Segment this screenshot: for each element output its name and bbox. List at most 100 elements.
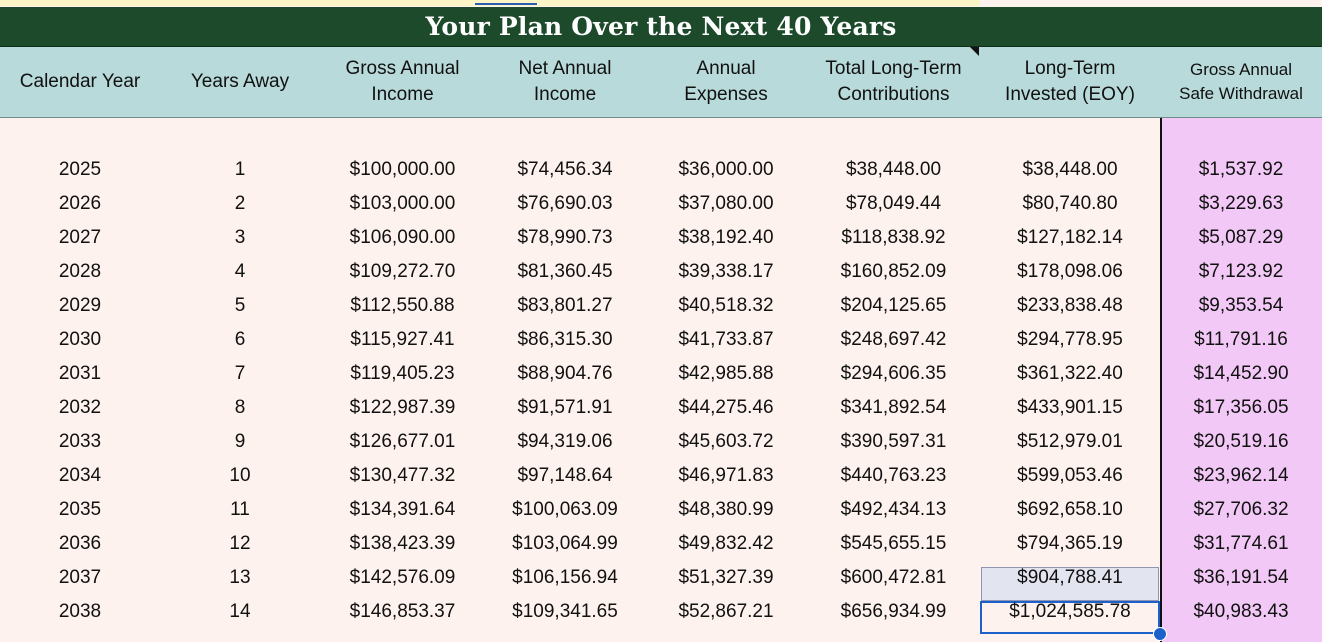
cell-total-contributions[interactable]: $600,472.81 bbox=[840, 567, 947, 588]
cell-long-term-invested[interactable]: $178,098.06 bbox=[1017, 261, 1123, 282]
cell-total-contributions[interactable]: $78,049.44 bbox=[845, 193, 942, 214]
cell-safe-withdrawal[interactable]: $5,087.29 bbox=[1198, 227, 1284, 248]
cell-safe-withdrawal[interactable]: $36,191.54 bbox=[1193, 567, 1289, 588]
cell-gross-annual-income[interactable]: $130,477.32 bbox=[349, 465, 456, 486]
cell-years-away[interactable]: 3 bbox=[234, 227, 246, 248]
cell-safe-withdrawal[interactable]: $20,519.16 bbox=[1193, 431, 1289, 452]
cell-long-term-invested[interactable]: $294,778.95 bbox=[1017, 329, 1123, 350]
cell-long-term-invested[interactable]: $127,182.14 bbox=[1017, 227, 1123, 248]
cell-gross-annual-income[interactable]: $115,927.41 bbox=[350, 329, 455, 350]
header-long-term-invested[interactable]: Long-Term Invested (EOY) bbox=[1005, 58, 1135, 105]
cell-net-annual-income[interactable]: $88,904.76 bbox=[517, 363, 613, 384]
cell-long-term-invested[interactable]: $794,365.19 bbox=[1017, 533, 1123, 554]
cell-annual-expenses[interactable]: $41,733.87 bbox=[678, 329, 774, 350]
cell-total-contributions[interactable]: $118,838.92 bbox=[841, 227, 946, 248]
cell-net-annual-income[interactable]: $78,990.73 bbox=[517, 227, 613, 248]
cell-safe-withdrawal[interactable]: $27,706.32 bbox=[1193, 499, 1289, 520]
cell-gross-annual-income[interactable]: $134,391.64 bbox=[349, 499, 456, 520]
cell-net-annual-income[interactable]: $103,064.99 bbox=[512, 533, 618, 554]
cell-calendar-year[interactable]: 2026 bbox=[58, 193, 102, 214]
cell-calendar-year[interactable]: 2030 bbox=[58, 329, 102, 350]
cell-gross-annual-income[interactable]: $103,000.00 bbox=[349, 193, 456, 214]
header-gross-annual-safe-withdrawal[interactable]: Gross Annual Safe Withdrawal bbox=[1179, 60, 1303, 103]
cell-years-away[interactable]: 13 bbox=[229, 567, 251, 588]
cell-years-away[interactable]: 5 bbox=[234, 295, 246, 316]
cell-years-away[interactable]: 8 bbox=[234, 397, 246, 418]
cell-long-term-invested[interactable]: $80,740.80 bbox=[1022, 193, 1118, 214]
note-link[interactable] bbox=[475, 3, 537, 5]
fill-handle-icon[interactable] bbox=[1153, 627, 1167, 641]
cell-total-contributions[interactable]: $160,852.09 bbox=[840, 261, 947, 282]
active-cell[interactable] bbox=[980, 601, 1160, 634]
cell-years-away[interactable]: 11 bbox=[230, 499, 250, 520]
header-gross-annual-income[interactable]: Gross Annual Income bbox=[345, 58, 460, 105]
cell-net-annual-income[interactable]: $81,360.45 bbox=[517, 261, 613, 282]
cell-gross-annual-income[interactable]: $122,987.39 bbox=[349, 397, 456, 418]
cell-safe-withdrawal[interactable]: $7,123.92 bbox=[1198, 261, 1284, 282]
cell-annual-expenses[interactable]: $51,327.39 bbox=[678, 567, 774, 588]
cell-annual-expenses[interactable]: $48,380.99 bbox=[678, 499, 774, 520]
cell-total-contributions[interactable]: $390,597.31 bbox=[840, 431, 947, 452]
cell-total-contributions[interactable]: $545,655.15 bbox=[840, 533, 947, 554]
cell-long-term-invested[interactable]: $38,448.00 bbox=[1022, 159, 1118, 180]
cell-calendar-year[interactable]: 2032 bbox=[58, 397, 102, 418]
cell-annual-expenses[interactable]: $40,518.32 bbox=[678, 295, 774, 316]
cell-gross-annual-income[interactable]: $126,677.01 bbox=[349, 431, 456, 452]
cell-gross-annual-income[interactable]: $106,090.00 bbox=[349, 227, 456, 248]
cell-calendar-year[interactable]: 2025 bbox=[58, 159, 102, 180]
cell-annual-expenses[interactable]: $49,832.42 bbox=[678, 533, 774, 554]
cell-net-annual-income[interactable]: $106,156.94 bbox=[512, 567, 618, 588]
cell-safe-withdrawal[interactable]: $23,962.14 bbox=[1193, 465, 1289, 486]
cell-calendar-year[interactable]: 2028 bbox=[58, 261, 102, 282]
cell-long-term-invested[interactable]: $599,053.46 bbox=[1017, 465, 1123, 486]
cell-calendar-year[interactable]: 2035 bbox=[58, 499, 102, 520]
cell-net-annual-income[interactable]: $74,456.34 bbox=[517, 159, 613, 180]
cell-total-contributions[interactable]: $204,125.65 bbox=[840, 295, 947, 316]
selected-cell-range[interactable] bbox=[981, 567, 1159, 601]
cell-net-annual-income[interactable]: $83,801.27 bbox=[517, 295, 613, 316]
cell-safe-withdrawal[interactable]: $40,983.43 bbox=[1193, 601, 1289, 622]
cell-gross-annual-income[interactable]: $146,853.37 bbox=[349, 601, 456, 622]
header-net-annual-income[interactable]: Net Annual Income bbox=[518, 58, 612, 105]
cell-calendar-year[interactable]: 2027 bbox=[58, 227, 102, 248]
cell-total-contributions[interactable]: $38,448.00 bbox=[845, 159, 942, 180]
cell-calendar-year[interactable]: 2031 bbox=[58, 363, 102, 384]
comment-indicator-icon[interactable] bbox=[970, 47, 979, 56]
cell-calendar-year[interactable]: 2038 bbox=[58, 601, 102, 622]
cell-gross-annual-income[interactable]: $142,576.09 bbox=[349, 567, 456, 588]
cell-years-away[interactable]: 14 bbox=[229, 601, 251, 622]
cell-total-contributions[interactable]: $440,763.23 bbox=[840, 465, 947, 486]
cell-calendar-year[interactable]: 2036 bbox=[58, 533, 102, 554]
cell-net-annual-income[interactable]: $86,315.30 bbox=[517, 329, 613, 350]
cell-annual-expenses[interactable]: $44,275.46 bbox=[678, 397, 774, 418]
header-years-away[interactable]: Years Away bbox=[190, 71, 290, 92]
cell-long-term-invested[interactable]: $692,658.10 bbox=[1017, 499, 1123, 520]
cell-total-contributions[interactable]: $341,892.54 bbox=[840, 397, 947, 418]
cell-years-away[interactable]: 10 bbox=[229, 465, 251, 486]
header-annual-expenses[interactable]: Annual Expenses bbox=[684, 58, 768, 105]
cell-long-term-invested[interactable]: $361,322.40 bbox=[1017, 363, 1123, 384]
cell-calendar-year[interactable]: 2037 bbox=[58, 567, 102, 588]
cell-annual-expenses[interactable]: $52,867.21 bbox=[678, 601, 774, 622]
cell-years-away[interactable]: 2 bbox=[234, 193, 246, 214]
cell-gross-annual-income[interactable]: $109,272.70 bbox=[349, 261, 456, 282]
cell-net-annual-income[interactable]: $97,148.64 bbox=[517, 465, 613, 486]
cell-calendar-year[interactable]: 2033 bbox=[58, 431, 102, 452]
header-calendar-year[interactable]: Calendar Year bbox=[19, 71, 141, 92]
cell-net-annual-income[interactable]: $76,690.03 bbox=[517, 193, 613, 214]
cell-total-contributions[interactable]: $294,606.35 bbox=[840, 363, 947, 384]
cell-years-away[interactable]: 12 bbox=[229, 533, 251, 554]
cell-annual-expenses[interactable]: $38,192.40 bbox=[678, 227, 774, 248]
cell-net-annual-income[interactable]: $100,063.09 bbox=[512, 499, 618, 520]
cell-net-annual-income[interactable]: $94,319.06 bbox=[517, 431, 613, 452]
cell-long-term-invested[interactable]: $512,979.01 bbox=[1017, 431, 1123, 452]
cell-annual-expenses[interactable]: $36,000.00 bbox=[678, 159, 774, 180]
cell-safe-withdrawal[interactable]: $9,353.54 bbox=[1198, 295, 1284, 316]
cell-safe-withdrawal[interactable]: $14,452.90 bbox=[1193, 363, 1289, 384]
cell-long-term-invested[interactable]: $233,838.48 bbox=[1017, 295, 1123, 316]
cell-annual-expenses[interactable]: $46,971.83 bbox=[678, 465, 774, 486]
cell-calendar-year[interactable]: 2029 bbox=[58, 295, 102, 316]
cell-safe-withdrawal[interactable]: $1,537.92 bbox=[1198, 159, 1284, 180]
cell-long-term-invested[interactable]: $904,788.41 bbox=[1017, 567, 1123, 588]
cell-years-away[interactable]: 6 bbox=[234, 329, 246, 350]
